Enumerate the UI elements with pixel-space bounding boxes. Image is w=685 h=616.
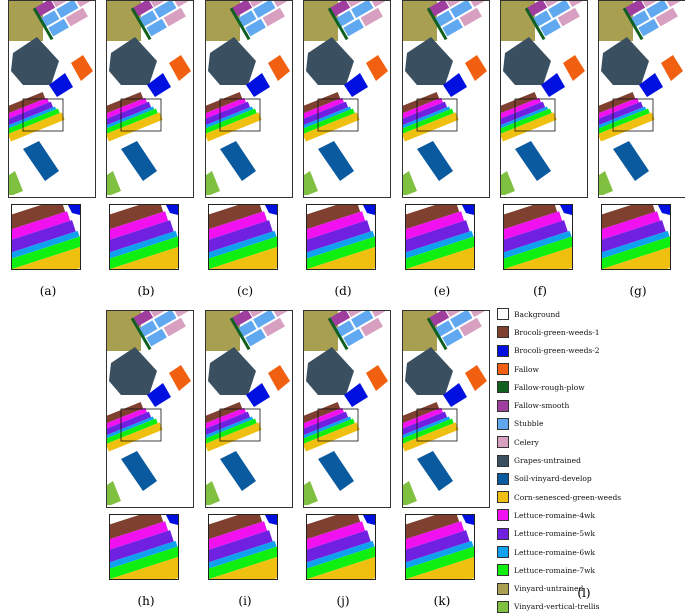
legend-item: Lettuce-romaine-7wk	[497, 561, 677, 579]
classification-map	[106, 310, 194, 508]
zoomed-inset	[109, 514, 179, 580]
legend-swatch	[497, 527, 509, 540]
classification-map	[598, 0, 685, 198]
legend-swatch	[497, 436, 509, 449]
legend-swatch	[497, 582, 509, 595]
panel-caption-f: (f)	[533, 284, 547, 298]
classification-map	[303, 310, 391, 508]
legend-caption: (l)	[577, 586, 591, 600]
legend-swatch	[497, 509, 509, 522]
legend-swatch	[497, 399, 509, 412]
classification-map	[106, 0, 194, 198]
legend-item: Stubble	[497, 415, 677, 433]
legend-label: Lettuce-romaine-5wk	[514, 529, 596, 539]
legend-item: Brocoli-green-weeds-2	[497, 342, 677, 360]
legend-item: Brocoli-green-weeds-1	[497, 323, 677, 341]
panel-caption-j: (j)	[336, 594, 350, 608]
legend-swatch	[497, 381, 509, 394]
legend-item: Grapes-untrained	[497, 451, 677, 469]
classification-map	[402, 310, 490, 508]
zoomed-inset	[208, 514, 278, 580]
map-panel-d	[303, 0, 391, 270]
legend-label: Soil-vinyard-develop	[514, 474, 592, 484]
panel-caption-k: (k)	[433, 594, 451, 608]
legend-swatch	[497, 564, 509, 577]
map-panel-e	[402, 0, 490, 270]
legend-label: Brocoli-green-weeds-2	[514, 346, 600, 356]
map-panel-i	[205, 310, 293, 580]
zoomed-inset	[601, 204, 671, 270]
map-panel-a	[8, 0, 96, 270]
panel-caption-c: (c)	[236, 284, 254, 298]
panel-caption-g: (g)	[629, 284, 647, 298]
panel-caption-i: (i)	[238, 594, 252, 608]
legend-swatch	[497, 546, 509, 558]
map-panel-k	[402, 310, 490, 580]
legend-label: Grapes-untrained	[514, 456, 581, 466]
panel-caption-d: (d)	[334, 284, 352, 298]
legend-swatch	[497, 417, 509, 430]
zoomed-inset	[405, 514, 475, 580]
legend-label: Background	[514, 309, 561, 319]
legend-item: Vinyard-untrained	[497, 579, 677, 597]
class-legend: Background Brocoli-green-weeds-1 Brocoli-g…	[497, 305, 677, 616]
classification-map	[205, 310, 293, 508]
map-panel-f	[500, 0, 588, 270]
legend-label: Stubble	[514, 419, 544, 429]
legend-item: Fallow	[497, 360, 677, 378]
legend-label: Lettuce-romaine-4wk	[514, 510, 596, 520]
panel-caption-e: (e)	[433, 284, 451, 298]
legend-label: Fallow-smooth	[514, 401, 570, 411]
legend-item: Lettuce-romaine-4wk	[497, 506, 677, 524]
map-panel-b	[106, 0, 194, 270]
legend-label: Vinyard-untrained	[514, 584, 584, 594]
zoomed-inset	[109, 204, 179, 270]
legend-swatch	[497, 454, 509, 467]
classification-map	[402, 0, 490, 198]
legend-item: Fallow-rough-plow	[497, 378, 677, 396]
legend-item: Background	[497, 305, 677, 323]
zoomed-inset	[208, 204, 278, 270]
classification-map	[303, 0, 391, 198]
legend-swatch	[497, 472, 509, 485]
panel-caption-b: (b)	[137, 284, 155, 298]
legend-swatch	[497, 491, 509, 504]
legend-label: Lettuce-romaine-7wk	[514, 565, 596, 575]
legend-swatch	[497, 344, 509, 357]
zoomed-inset	[306, 204, 376, 270]
map-panel-h	[106, 310, 194, 580]
legend-swatch	[497, 600, 509, 613]
legend-label: Vinyard-vertical-trellis	[514, 602, 600, 612]
panel-caption-h: (h)	[137, 594, 155, 608]
legend-label: Fallow-rough-plow	[514, 382, 585, 392]
legend-item: Celery	[497, 433, 677, 451]
zoomed-inset	[11, 204, 81, 270]
legend-swatch	[497, 326, 509, 339]
classification-map	[8, 0, 96, 198]
legend-label: Lettuce-romaine-6wk	[514, 547, 596, 557]
map-panel-g	[598, 0, 685, 270]
legend-item: Vinyard-vertical-trellis	[497, 598, 677, 616]
zoomed-inset	[503, 204, 573, 270]
legend-swatch	[497, 308, 509, 321]
legend-item: Corn-senesced-green-weeds	[497, 488, 677, 506]
legend-item: Lettuce-romaine-6wk	[497, 543, 677, 561]
legend-label: Corn-senesced-green-weeds	[514, 492, 622, 502]
classification-map	[500, 0, 588, 198]
legend-swatch	[497, 363, 509, 376]
legend-item: Fallow-smooth	[497, 396, 677, 414]
map-panel-c	[205, 0, 293, 270]
legend-item: Soil-vinyard-develop	[497, 470, 677, 488]
legend-label: Celery	[514, 437, 539, 447]
panel-caption-a: (a)	[39, 284, 57, 298]
legend-item: Lettuce-romaine-5wk	[497, 525, 677, 543]
legend-label: Fallow	[514, 364, 539, 374]
classification-map	[205, 0, 293, 198]
zoomed-inset	[405, 204, 475, 270]
zoomed-inset	[306, 514, 376, 580]
map-panel-j	[303, 310, 391, 580]
legend-label: Brocoli-green-weeds-1	[514, 327, 600, 337]
